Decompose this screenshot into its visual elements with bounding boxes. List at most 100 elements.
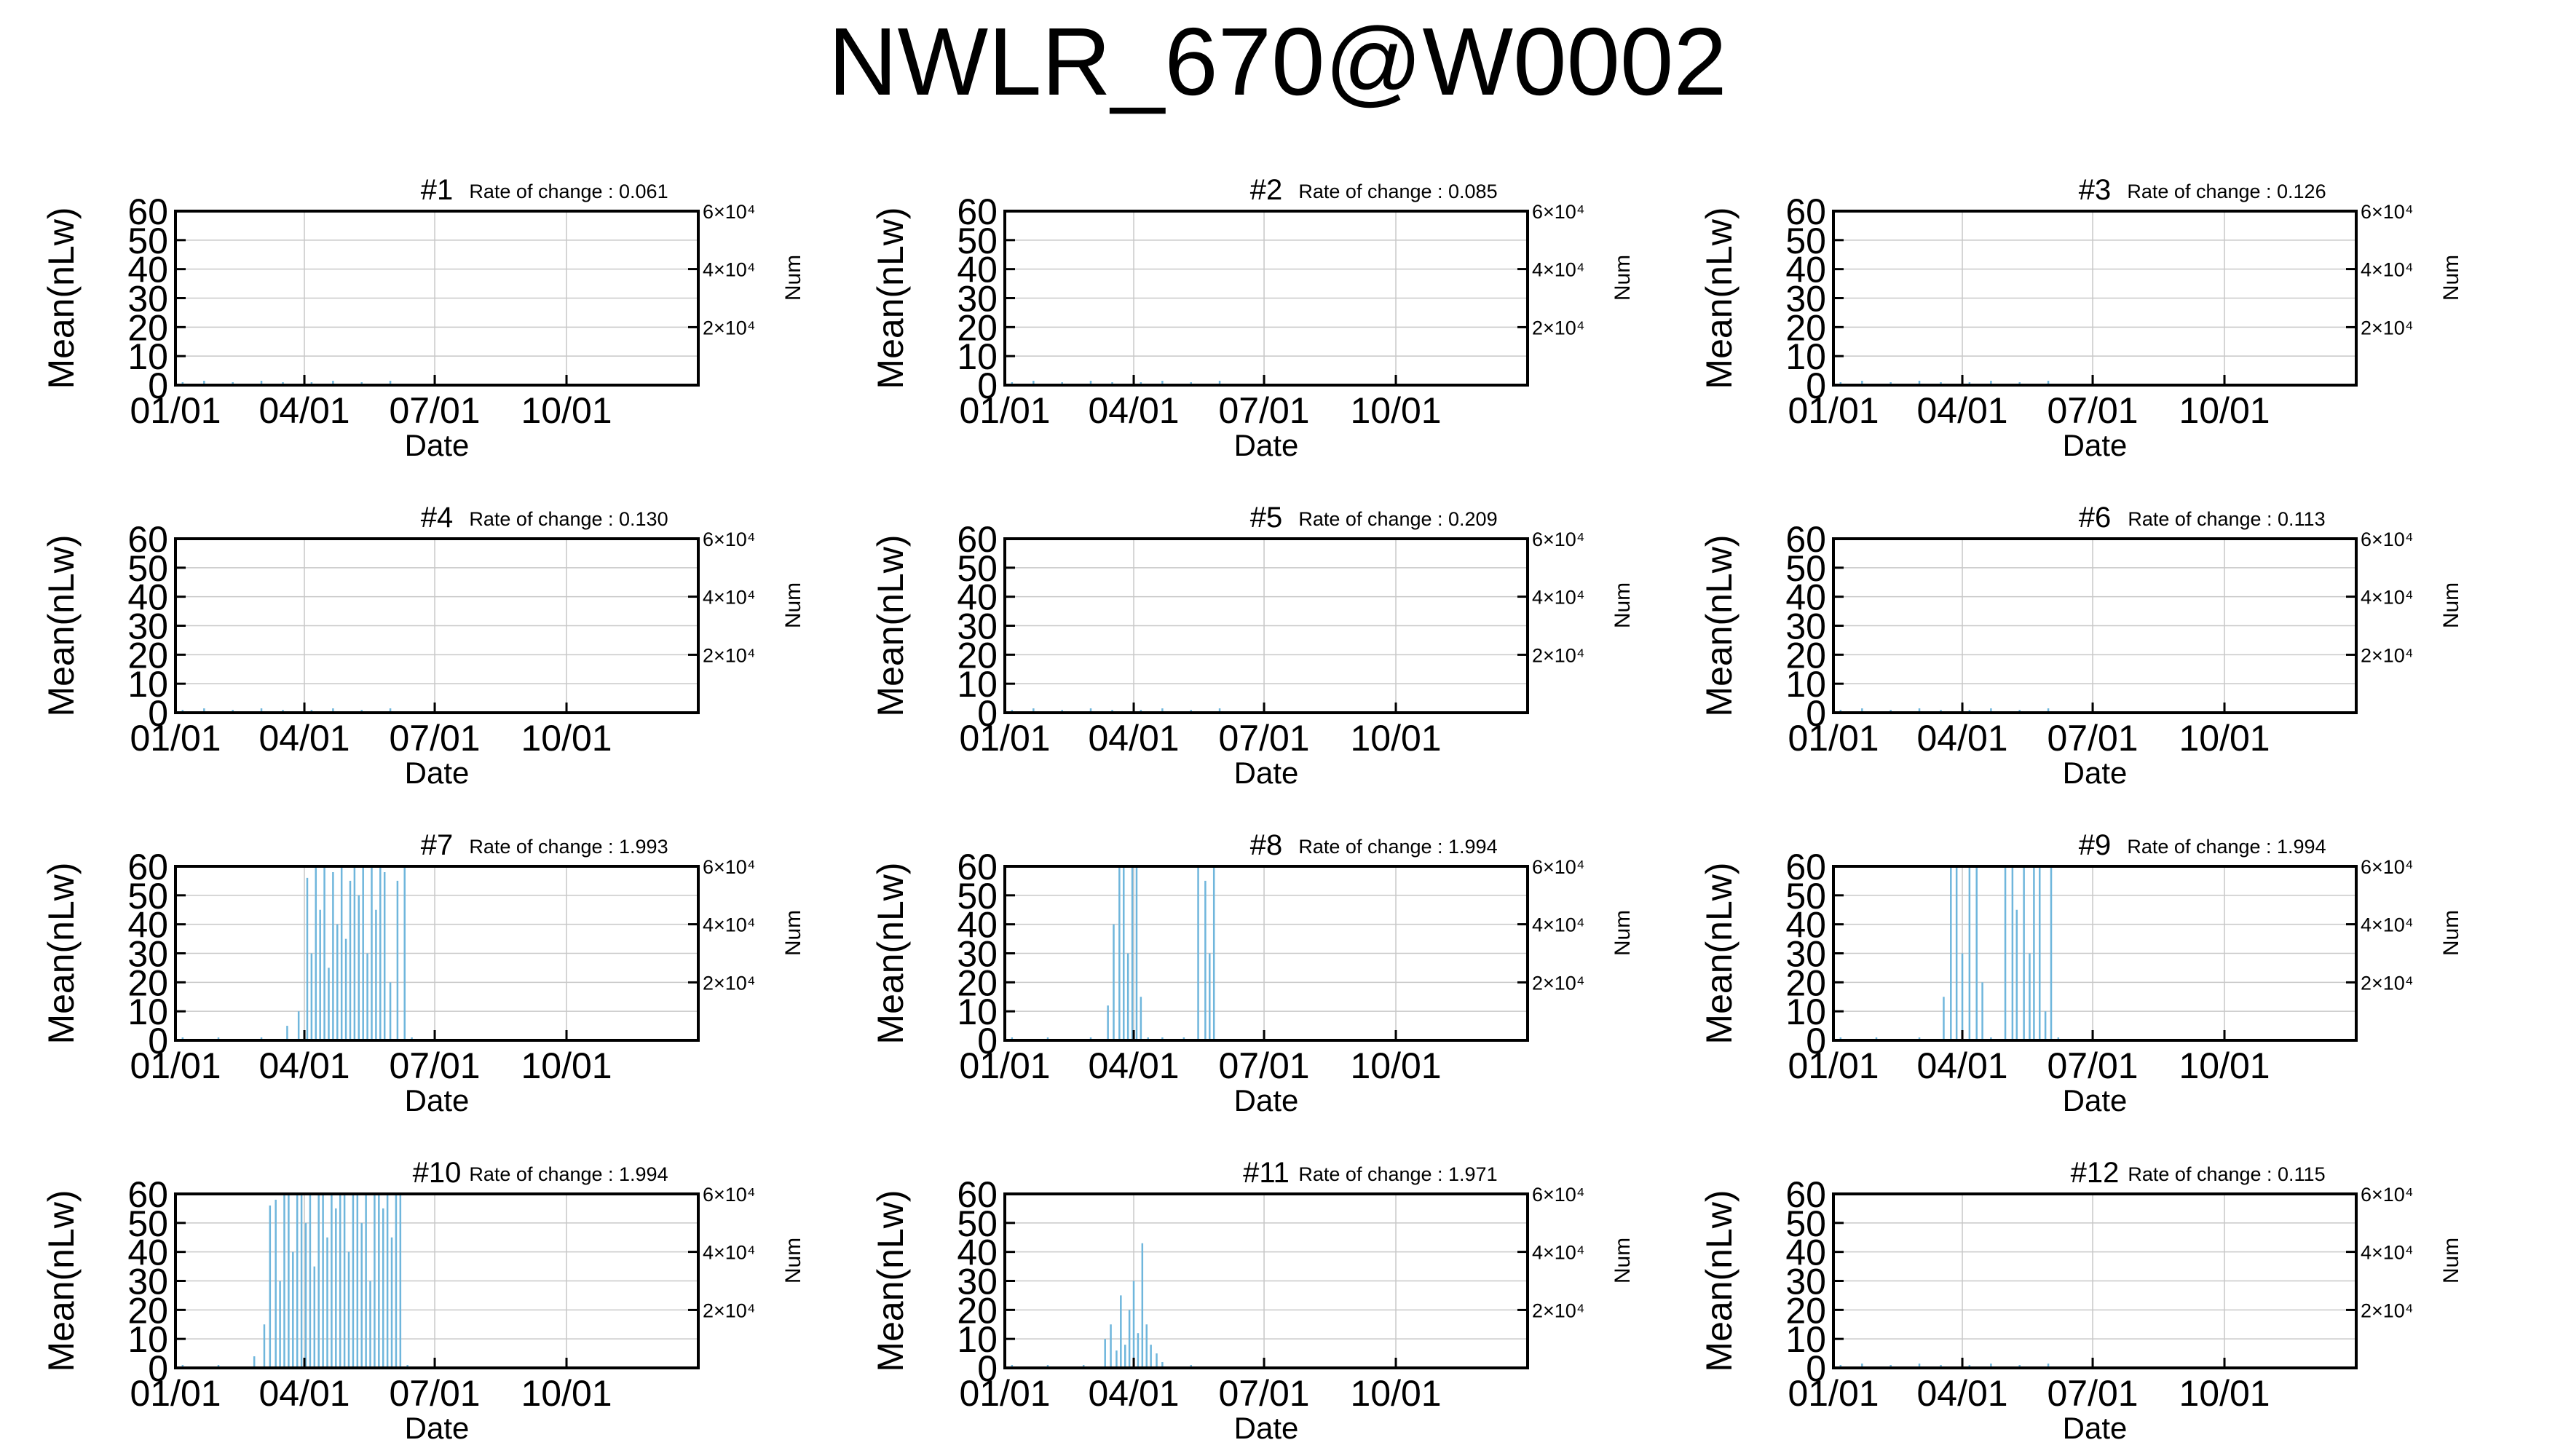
y2-tick-label: 4×10⁴ (703, 259, 755, 281)
y-axis-label: Mean(nLw) (41, 862, 82, 1044)
y-tick-label: 20 (127, 962, 168, 1003)
y-tick-label: 50 (127, 221, 168, 261)
y-tick-label: 0 (148, 693, 168, 734)
y2-axis-label: Num (1611, 255, 1635, 301)
x-tick-label: 04/01 (258, 718, 350, 759)
x-axis-label: Date (405, 756, 470, 790)
y-tick-label: 10 (957, 992, 998, 1032)
y-tick-label: 30 (1785, 934, 1826, 975)
y2-tick-label: 6×10⁴ (2361, 856, 2413, 878)
x-axis-label: Date (2063, 428, 2128, 462)
x-axis-label: Date (1234, 428, 1299, 462)
x-tick-label: 10/01 (521, 390, 612, 431)
y-tick-label: 60 (1785, 191, 1826, 232)
rate-of-change-label: Rate of change : 1.994 (1298, 836, 1497, 858)
y-tick-label: 10 (1785, 992, 1826, 1032)
y2-tick-label: 2×10⁴ (2361, 1299, 2413, 1321)
x-tick-label: 07/01 (2047, 1373, 2138, 1414)
y-tick-label: 40 (957, 250, 998, 290)
y-tick-label: 30 (1785, 606, 1826, 647)
x-tick-label: 10/01 (1350, 390, 1441, 431)
y-tick-label: 40 (127, 905, 168, 946)
y-axis-label: Mean(nLw) (41, 207, 82, 389)
x-tick-label: 10/01 (521, 718, 612, 759)
chart-title: #6 (2079, 502, 2112, 534)
y-tick-label: 0 (1806, 1021, 1826, 1061)
chart-title: #10 (413, 1157, 462, 1189)
x-axis-label: Date (1234, 1083, 1299, 1117)
y-tick-label: 10 (957, 1319, 998, 1360)
x-tick-label: 04/01 (258, 1045, 350, 1086)
y-tick-label: 0 (1806, 365, 1826, 406)
y2-tick-label: 6×10⁴ (2361, 201, 2413, 223)
y2-axis-label: Num (1611, 910, 1635, 956)
x-tick-label: 04/01 (258, 1373, 350, 1414)
x-tick-label: 01/01 (959, 390, 1050, 431)
x-tick-label: 10/01 (521, 1373, 612, 1414)
y-tick-label: 30 (957, 279, 998, 320)
x-tick-label: 01/01 (130, 390, 221, 431)
x-axis-label: Date (1234, 1411, 1299, 1445)
x-tick-label: 04/01 (1916, 1373, 2007, 1414)
y2-tick-label: 4×10⁴ (1532, 914, 1584, 936)
y-tick-label: 20 (957, 307, 998, 348)
y2-axis-label: Num (2439, 1238, 2463, 1283)
y-tick-label: 60 (957, 519, 998, 560)
y-tick-label: 30 (957, 934, 998, 975)
y2-tick-label: 2×10⁴ (2361, 644, 2413, 666)
y-tick-label: 20 (127, 1290, 168, 1331)
rate-of-change-label: Rate of change : 0.113 (2128, 508, 2325, 530)
x-tick-label: 10/01 (2179, 718, 2270, 759)
y2-tick-label: 6×10⁴ (703, 529, 755, 550)
y2-axis-label: Num (2439, 910, 2463, 956)
y2-tick-label: 4×10⁴ (1532, 1242, 1584, 1264)
y-tick-label: 60 (127, 191, 168, 232)
rate-of-change-label: Rate of change : 1.994 (469, 1163, 668, 1185)
y-tick-label: 50 (127, 876, 168, 917)
y-axis-label: Mean(nLw) (41, 1190, 82, 1372)
y-tick-label: 10 (127, 1319, 168, 1360)
y-tick-label: 10 (127, 992, 168, 1032)
chart-title: #4 (421, 502, 454, 534)
y-tick-label: 10 (1785, 664, 1826, 705)
y-tick-label: 40 (1785, 577, 1826, 618)
y2-axis-label: Num (781, 1238, 805, 1283)
y-tick-label: 0 (148, 1348, 168, 1389)
x-tick-label: 07/01 (2047, 390, 2138, 431)
y-tick-label: 40 (957, 577, 998, 618)
x-tick-label: 04/01 (1088, 1373, 1179, 1414)
y-tick-label: 60 (127, 1174, 168, 1215)
x-tick-label: 07/01 (389, 1045, 480, 1086)
x-axis-label: Date (1234, 756, 1299, 790)
y2-axis-label: Num (2439, 255, 2463, 301)
x-tick-label: 07/01 (1218, 1045, 1309, 1086)
x-tick-label: 07/01 (389, 390, 480, 431)
y2-tick-label: 2×10⁴ (1532, 972, 1584, 994)
chart-title: #2 (1250, 174, 1283, 206)
x-axis-label: Date (405, 1083, 470, 1117)
rate-of-change-label: Rate of change : 1.971 (1298, 1163, 1497, 1185)
y2-tick-label: 6×10⁴ (703, 856, 755, 878)
y-tick-label: 60 (127, 519, 168, 560)
y-tick-label: 10 (127, 336, 168, 377)
y-tick-label: 20 (957, 1290, 998, 1331)
chart-title: #9 (2079, 829, 2112, 861)
y-tick-label: 50 (1785, 221, 1826, 261)
y-axis-label: Mean(nLw) (870, 1190, 911, 1372)
chart-title: #8 (1250, 829, 1283, 861)
x-tick-label: 04/01 (1088, 1045, 1179, 1086)
y-axis-label: Mean(nLw) (1699, 862, 1739, 1044)
x-tick-label: 01/01 (1788, 1045, 1879, 1086)
y2-tick-label: 2×10⁴ (2361, 317, 2413, 339)
y-tick-label: 0 (977, 693, 998, 734)
y2-axis-label: Num (2439, 582, 2463, 628)
y-tick-label: 0 (977, 365, 998, 406)
y2-tick-label: 6×10⁴ (703, 201, 755, 223)
chart-title: #5 (1250, 502, 1283, 534)
